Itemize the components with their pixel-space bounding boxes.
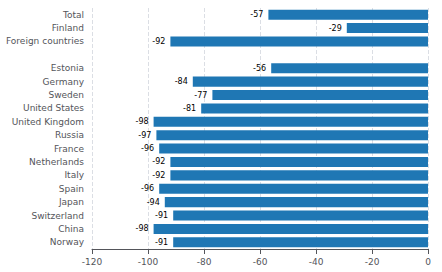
- svg-text:-77: -77: [194, 91, 207, 100]
- svg-text:Japan: Japan: [58, 197, 84, 207]
- svg-text:-84: -84: [175, 77, 188, 86]
- svg-text:Germany: Germany: [43, 77, 85, 87]
- svg-text:-60: -60: [253, 257, 268, 267]
- svg-text:Total: Total: [62, 10, 84, 20]
- svg-text:-80: -80: [197, 257, 212, 267]
- svg-text:-120: -120: [82, 257, 103, 267]
- svg-text:United States: United States: [23, 103, 84, 113]
- svg-text:Netherlands: Netherlands: [29, 157, 84, 167]
- svg-text:Spain: Spain: [59, 184, 84, 194]
- svg-text:Sweden: Sweden: [48, 90, 84, 100]
- svg-text:-29: -29: [329, 24, 342, 33]
- svg-text:United Kingdom: United Kingdom: [12, 117, 84, 127]
- svg-text:Russia: Russia: [55, 130, 84, 140]
- svg-text:-91: -91: [155, 238, 168, 247]
- svg-text:-57: -57: [250, 10, 263, 19]
- svg-text:-91: -91: [155, 211, 168, 220]
- svg-text:Foreign countries: Foreign countries: [6, 36, 84, 46]
- svg-text:China: China: [58, 224, 84, 234]
- svg-text:-98: -98: [136, 117, 149, 126]
- svg-text:-94: -94: [147, 198, 160, 207]
- svg-text:-96: -96: [141, 184, 154, 193]
- svg-text:-92: -92: [152, 37, 165, 46]
- svg-text:-92: -92: [152, 171, 165, 180]
- svg-text:Switzerland: Switzerland: [31, 211, 84, 221]
- svg-text:-56: -56: [253, 64, 266, 73]
- svg-text:-81: -81: [183, 104, 196, 113]
- svg-text:-100: -100: [138, 257, 159, 267]
- svg-text:France: France: [54, 144, 84, 154]
- svg-text:-97: -97: [138, 131, 151, 140]
- svg-text:-92: -92: [152, 157, 165, 166]
- svg-text:0: 0: [425, 257, 431, 267]
- svg-text:-98: -98: [136, 224, 149, 233]
- svg-text:Italy: Italy: [64, 170, 84, 180]
- svg-text:-40: -40: [309, 257, 324, 267]
- svg-text:Finland: Finland: [52, 23, 84, 33]
- svg-text:-20: -20: [365, 257, 380, 267]
- svg-text:Norway: Norway: [50, 237, 85, 247]
- svg-text:Estonia: Estonia: [51, 63, 84, 73]
- svg-text:-96: -96: [141, 144, 154, 153]
